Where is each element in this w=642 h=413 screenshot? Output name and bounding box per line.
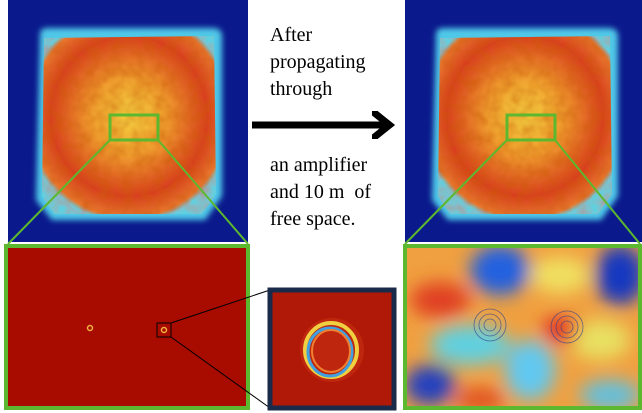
caption-line: and 10 m of bbox=[270, 181, 371, 203]
inset bbox=[270, 290, 394, 408]
caption-line: an amplifier bbox=[270, 154, 368, 176]
caption-line: After bbox=[270, 24, 313, 46]
beam-before bbox=[8, 0, 248, 242]
figure: After propagating through an amplifier a… bbox=[0, 0, 642, 413]
zoom-after bbox=[405, 245, 642, 412]
caption-line: through bbox=[270, 78, 332, 100]
caption-line: propagating bbox=[270, 51, 366, 73]
beam-after bbox=[405, 0, 642, 242]
caption-line: free space. bbox=[270, 208, 356, 230]
zoom-before bbox=[6, 246, 248, 408]
